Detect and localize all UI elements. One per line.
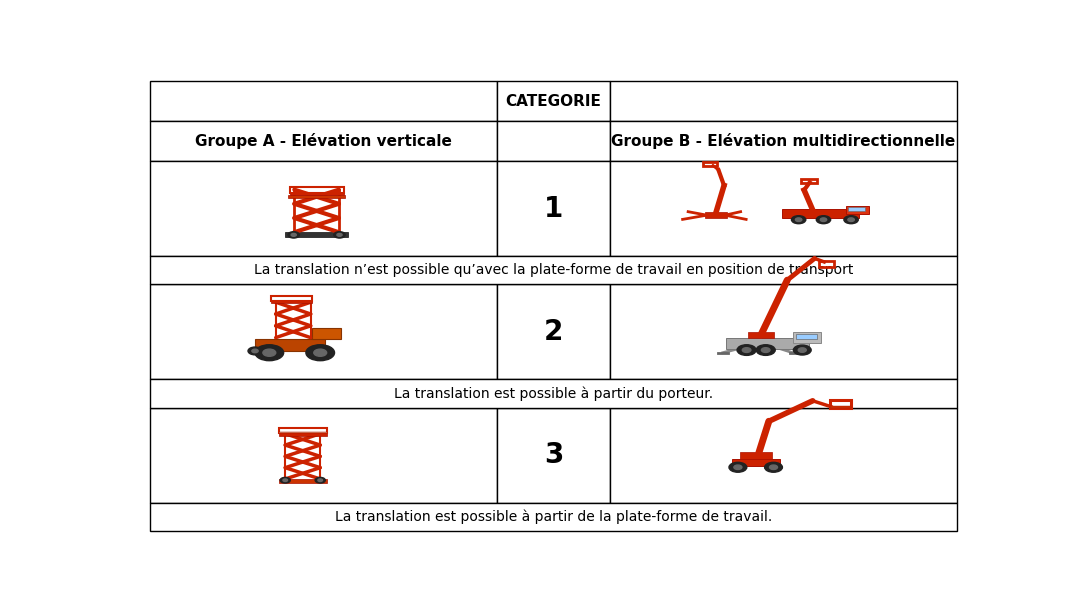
Circle shape [795,218,801,222]
Circle shape [255,345,284,361]
Bar [271,301,312,303]
Circle shape [843,216,859,224]
Bar [150,379,957,408]
Bar [497,408,610,502]
Text: Groupe B - Elévation multidirectionnelle: Groupe B - Elévation multidirectionnelle [611,133,956,149]
Bar [703,162,717,166]
Circle shape [734,465,742,470]
Text: CATEGORIE: CATEGORIE [505,93,602,108]
Bar [279,428,326,433]
Bar [150,284,497,379]
Text: 2: 2 [544,318,563,346]
Bar [831,406,851,408]
Circle shape [742,348,751,353]
Bar [610,81,957,121]
Circle shape [314,349,326,356]
Circle shape [820,218,826,222]
Circle shape [794,345,811,355]
Bar [312,328,341,339]
Bar [748,332,773,338]
Circle shape [315,478,325,483]
Bar [831,400,851,408]
Circle shape [761,348,770,353]
Bar [150,81,497,121]
Bar [793,332,821,343]
Circle shape [770,465,778,470]
Circle shape [729,462,746,472]
Bar [820,261,834,267]
Bar [610,161,957,256]
Circle shape [765,462,782,472]
Circle shape [798,348,807,352]
Bar [150,502,957,531]
Bar [497,161,610,256]
Bar [726,338,809,348]
Circle shape [334,231,346,238]
Text: La translation n’est possible qu’avec la plate-forme de travail en position de t: La translation n’est possible qu’avec la… [254,263,853,277]
Circle shape [306,345,335,361]
Circle shape [816,216,831,224]
Bar [848,207,865,211]
Bar [497,121,610,161]
Bar [255,339,325,351]
Bar [497,284,610,379]
Circle shape [792,216,806,224]
Circle shape [756,345,775,355]
Bar [801,179,816,183]
Bar [279,432,326,433]
Bar [610,408,957,502]
Circle shape [252,349,258,353]
Circle shape [262,349,275,356]
Circle shape [288,231,299,238]
Bar [150,408,497,502]
Circle shape [737,345,756,355]
Bar [705,213,727,218]
Bar [740,452,771,459]
Bar [796,334,816,339]
Bar [150,161,497,256]
Circle shape [283,479,287,482]
Circle shape [337,233,342,236]
Bar [782,210,860,218]
Bar [288,195,346,198]
Circle shape [280,478,291,483]
Bar [289,187,343,193]
Circle shape [248,347,262,355]
Text: Groupe A - Elévation verticale: Groupe A - Elévation verticale [195,133,453,149]
Bar [279,479,326,483]
Text: La translation est possible à partir du porteur.: La translation est possible à partir du … [394,386,713,401]
Circle shape [848,218,854,222]
Bar [497,81,610,121]
Circle shape [292,233,296,236]
Bar [279,433,326,436]
Text: 1: 1 [544,195,563,222]
Text: La translation est possible à partir de la plate-forme de travail.: La translation est possible à partir de … [335,510,772,524]
Bar [285,232,349,237]
Circle shape [318,479,323,482]
Text: 3: 3 [544,441,563,469]
Bar [846,205,869,214]
Bar [610,121,957,161]
Bar [150,121,497,161]
Bar [289,193,343,196]
Bar [271,296,312,301]
Bar [150,256,957,284]
Bar [732,459,780,466]
Bar [610,284,957,379]
